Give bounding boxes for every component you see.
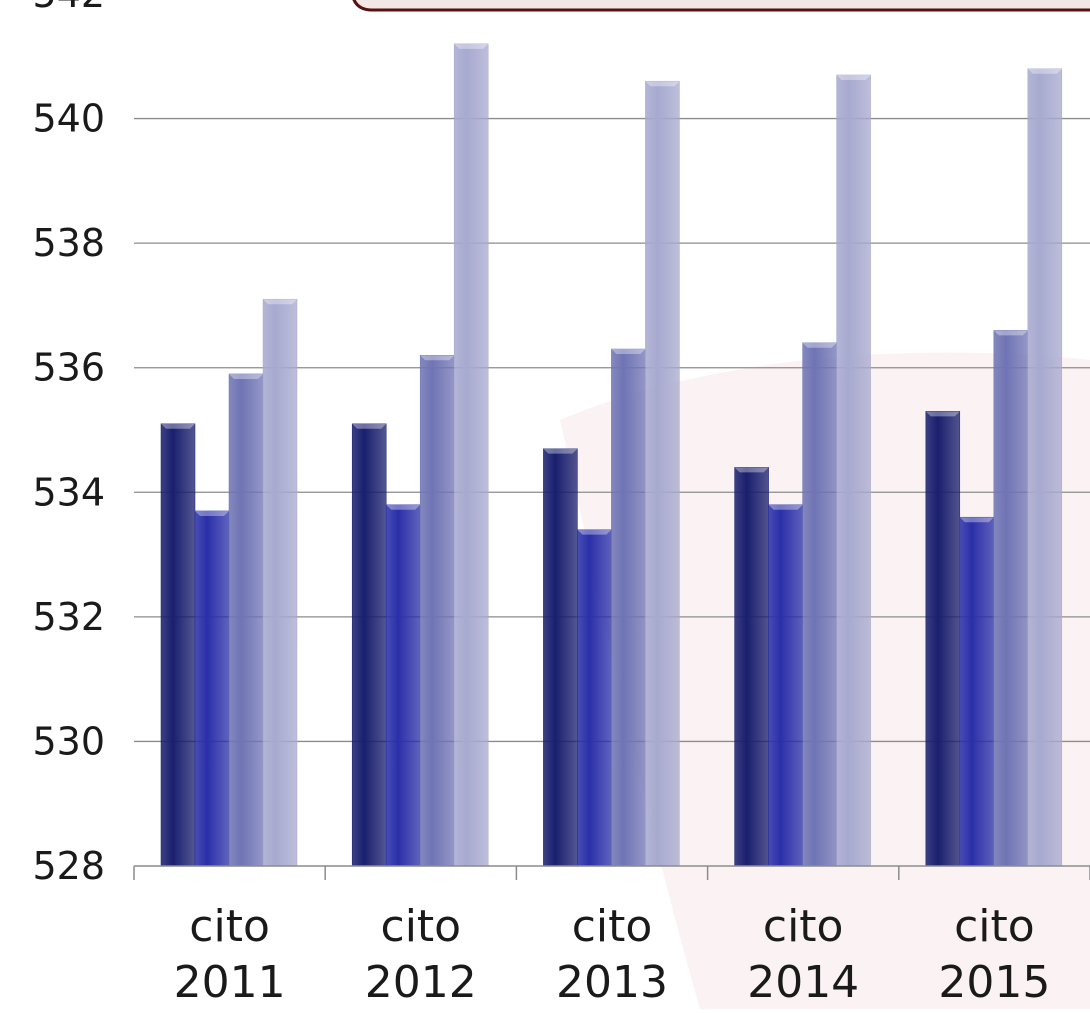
bar-0-0 bbox=[160, 423, 196, 867]
x-tick-label: 2013 bbox=[556, 957, 668, 1008]
bar-1-2 bbox=[419, 355, 455, 867]
bar-cap bbox=[229, 373, 263, 379]
bar-4-2 bbox=[993, 330, 1029, 867]
y-tick-label: 536 bbox=[32, 346, 105, 390]
bar-cap bbox=[959, 517, 994, 523]
bar-2-0 bbox=[543, 448, 578, 867]
x-tick-label: 2011 bbox=[174, 957, 286, 1008]
bar-4-1 bbox=[959, 516, 995, 867]
bar-1-1 bbox=[385, 504, 421, 867]
bar-cap bbox=[645, 81, 680, 87]
bar-cap bbox=[263, 299, 297, 305]
x-tick-label: 2012 bbox=[365, 957, 477, 1008]
bar-cap bbox=[195, 510, 229, 516]
bar-0-3 bbox=[262, 298, 298, 867]
bar-cap bbox=[734, 467, 769, 473]
bar-cap bbox=[1027, 68, 1062, 74]
x-tick-label: cito bbox=[954, 901, 1035, 952]
bar-3-2 bbox=[802, 342, 837, 867]
bar-3-1 bbox=[768, 504, 803, 867]
y-tick-label: 542 bbox=[32, 0, 105, 16]
axes bbox=[133, 865, 1090, 880]
bar-cap bbox=[802, 342, 837, 348]
y-tick-label: 530 bbox=[32, 719, 105, 763]
bar-1-3 bbox=[453, 43, 489, 867]
bar-2-1 bbox=[577, 529, 612, 867]
bar-cap bbox=[577, 529, 612, 535]
bar-cap bbox=[161, 423, 195, 429]
y-tick-label: 528 bbox=[32, 844, 105, 888]
y-tick-label: 534 bbox=[32, 470, 105, 514]
bar-3-0 bbox=[734, 467, 769, 867]
bars bbox=[160, 43, 1063, 867]
bar-1-0 bbox=[351, 423, 387, 867]
x-tick-label: cito bbox=[189, 901, 270, 952]
bar-cap bbox=[925, 411, 960, 417]
bar-cap bbox=[386, 504, 421, 510]
bar-0-2 bbox=[228, 373, 264, 867]
y-tick-label: 540 bbox=[32, 97, 105, 141]
x-tick-label: cito bbox=[572, 901, 653, 952]
axis-labels: 528530532534536538540542cito2011cito2012… bbox=[32, 0, 1050, 1008]
bar-cap bbox=[543, 448, 578, 454]
callout-box bbox=[352, 0, 1090, 12]
bar-2-2 bbox=[611, 348, 646, 867]
bar-cap bbox=[352, 423, 387, 429]
bar-cap bbox=[454, 43, 489, 49]
bar-3-3 bbox=[836, 74, 871, 867]
bar-0-1 bbox=[194, 510, 230, 867]
bar-cap bbox=[611, 349, 646, 355]
bar-4-3 bbox=[1027, 68, 1063, 867]
bar-cap bbox=[993, 330, 1028, 336]
x-tick-label: 2014 bbox=[747, 957, 859, 1008]
x-tick-label: 2015 bbox=[938, 957, 1050, 1008]
bar-4-0 bbox=[925, 411, 961, 867]
bar-2-3 bbox=[645, 80, 680, 867]
bar-cap bbox=[836, 74, 871, 80]
bar-cap bbox=[420, 355, 455, 361]
x-tick-label: cito bbox=[763, 901, 844, 952]
y-tick-label: 532 bbox=[32, 595, 105, 639]
x-tick-label: cito bbox=[381, 901, 462, 952]
bar-cap bbox=[768, 504, 803, 510]
y-tick-label: 538 bbox=[32, 221, 105, 265]
